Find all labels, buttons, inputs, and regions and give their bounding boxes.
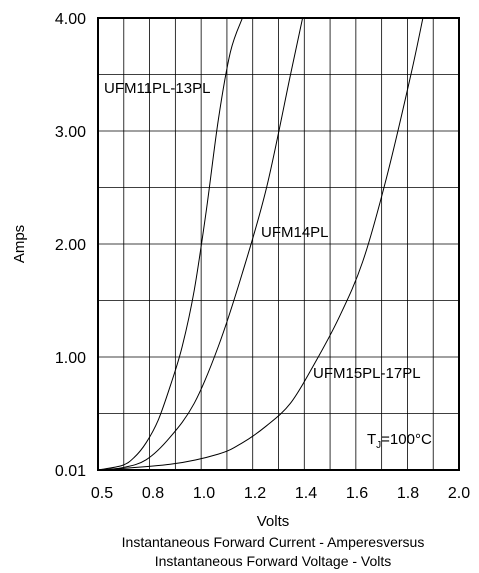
temperature-value: =100°C xyxy=(381,431,432,448)
y-tick-label: 1.00 xyxy=(55,350,86,367)
x-tick-label: 0.8 xyxy=(142,485,164,502)
x-tick-label: 2.0 xyxy=(448,485,470,502)
y-tick-label: 2.00 xyxy=(55,237,86,254)
x-tick-label: 0.5 xyxy=(91,485,113,502)
x-tick-labels: 0.5 0.8 1.0 1.2 1.4 1.6 1.8 2.0 xyxy=(91,485,470,502)
curves xyxy=(98,18,424,470)
series-label-ufm11: UFM11PL-13PL xyxy=(104,80,210,97)
y-tick-label: 3.00 xyxy=(55,124,86,141)
y-tick-label: 4.00 xyxy=(55,11,86,28)
x-tick-label: 1.4 xyxy=(295,485,317,502)
series-line-2 xyxy=(98,18,304,470)
grid-lines xyxy=(98,18,459,470)
temperature-note: TJ=100°C xyxy=(367,431,432,451)
temperature-subscript: J xyxy=(376,440,381,451)
x-tick-label: 1.6 xyxy=(346,485,368,502)
x-tick-label: 1.0 xyxy=(193,485,215,502)
series-line-3 xyxy=(98,18,424,470)
series-label-ufm15: UFM15PL-17PL xyxy=(313,365,421,382)
y-tick-labels: 0.01 1.00 2.00 3.00 4.00 xyxy=(55,11,86,480)
caption-line-1: Instantaneous Forward Current - Amperesv… xyxy=(122,534,425,550)
x-tick-label: 1.8 xyxy=(397,485,419,502)
series-label-ufm14: UFM14PL xyxy=(261,224,329,241)
x-axis-label: Volts xyxy=(257,513,290,530)
caption-line-2: Instantaneous Forward Voltage - Volts xyxy=(155,553,392,569)
temperature-symbol: T xyxy=(367,431,376,448)
y-axis-label: Amps xyxy=(11,225,28,263)
x-tick-label: 1.2 xyxy=(244,485,266,502)
plot-frame xyxy=(97,17,460,471)
y-tick-label: 0.01 xyxy=(55,463,86,480)
series-line-1 xyxy=(98,18,243,470)
